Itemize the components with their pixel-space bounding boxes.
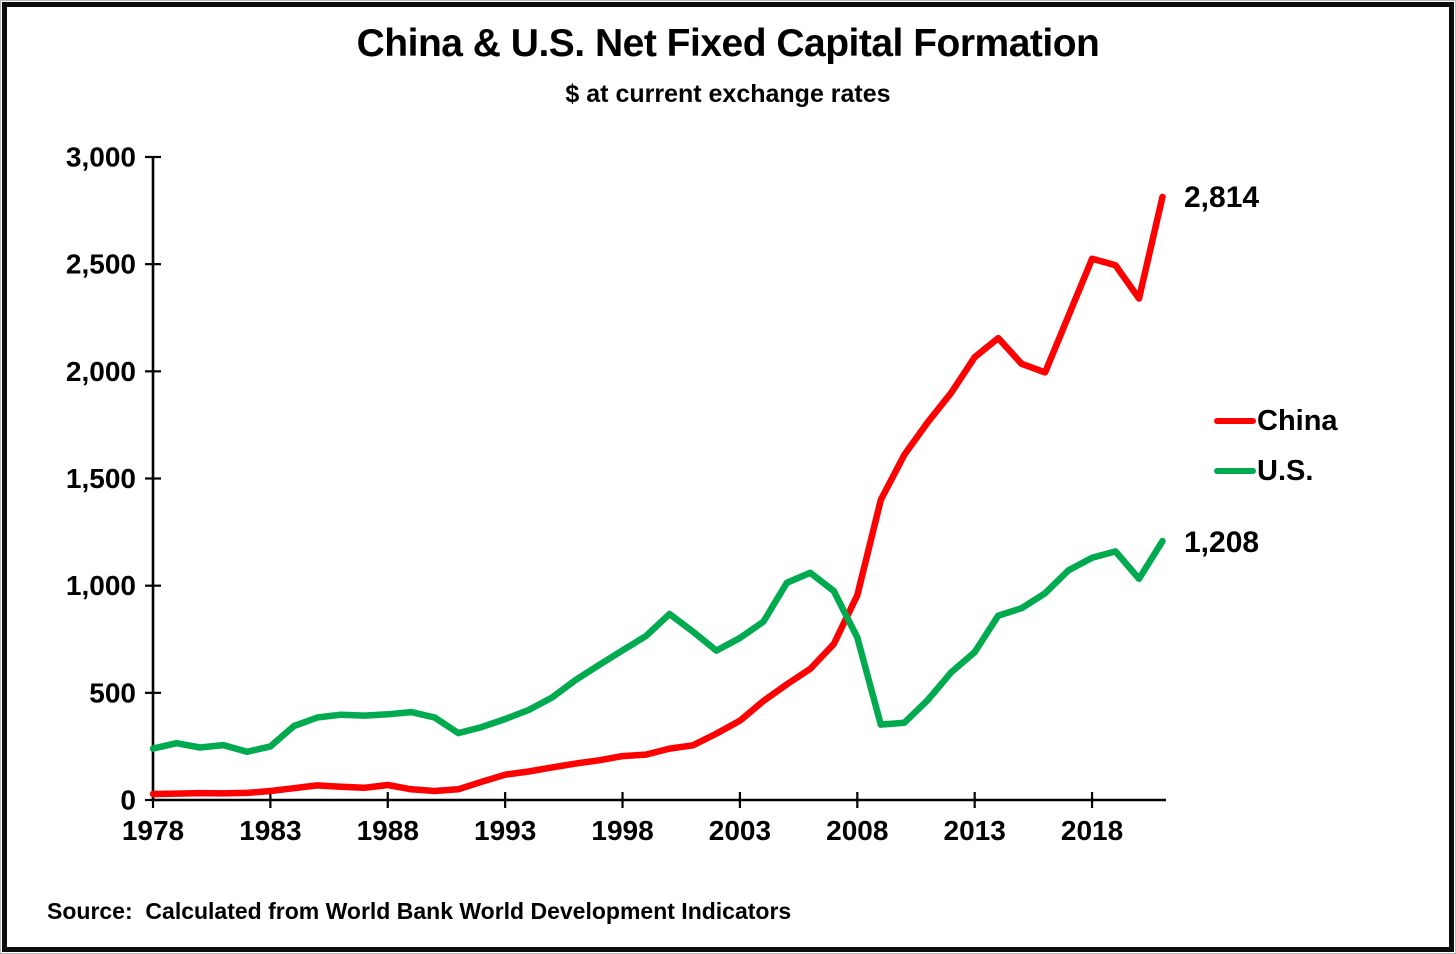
legend: China U.S. [1214,404,1434,504]
x-tick-label: 1978 [122,815,184,846]
x-tick-label: 1988 [357,815,419,846]
x-tick-label: 1993 [474,815,536,846]
y-tick-label: 3,000 [66,142,136,173]
us-end-value-label: 1,208 [1184,526,1260,559]
china-line-swatch [1214,418,1256,424]
legend-item-china: China [1214,404,1434,438]
x-tick-label: 2003 [709,815,771,846]
chart-subtitle: $ at current exchange rates [565,80,891,108]
y-tick-label: 0 [120,785,136,816]
us-series-line [149,537,1166,756]
us-line-swatch [1214,468,1256,474]
x-tick-label: 1998 [591,815,653,846]
y-tick-label: 500 [89,677,136,708]
y-tick-label: 2,000 [66,356,136,387]
axes [151,157,1166,802]
legend-label-us: U.S. [1257,454,1314,487]
y-tick-label: 1,500 [66,463,136,494]
x-tick-label: 1983 [239,815,301,846]
source-note: Source: Calculated from World Bank World… [47,898,792,924]
y-tick-label: 2,500 [66,249,136,280]
legend-label-china: China [1257,404,1338,437]
chart-title: China & U.S. Net Fixed Capital Formation [356,22,1100,65]
legend-item-us: U.S. [1214,454,1434,488]
x-tick-label: 2018 [1061,815,1123,846]
china-end-value-label: 2,814 [1184,181,1260,214]
x-tick-label: 2013 [944,815,1006,846]
x-tick-label: 2008 [826,815,888,846]
china-series-line [149,193,1166,798]
y-tick-label: 1,000 [66,570,136,601]
